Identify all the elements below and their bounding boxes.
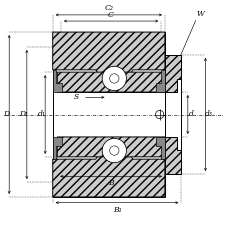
Polygon shape xyxy=(164,55,181,92)
Polygon shape xyxy=(52,70,62,92)
Text: S: S xyxy=(74,93,79,101)
Polygon shape xyxy=(52,141,164,197)
Polygon shape xyxy=(52,32,164,88)
Polygon shape xyxy=(52,137,62,159)
Polygon shape xyxy=(164,137,181,174)
Circle shape xyxy=(155,110,163,119)
Text: W: W xyxy=(195,10,203,18)
Text: B: B xyxy=(108,179,113,187)
Polygon shape xyxy=(155,137,165,159)
Text: B₁: B₁ xyxy=(112,206,121,214)
Text: d₁: d₁ xyxy=(38,111,46,118)
Text: d₃: d₃ xyxy=(204,111,212,118)
Polygon shape xyxy=(57,137,164,157)
Text: d: d xyxy=(188,111,193,118)
Text: C₂: C₂ xyxy=(104,4,113,12)
Polygon shape xyxy=(57,72,164,92)
Text: D₁: D₁ xyxy=(19,111,28,118)
Polygon shape xyxy=(155,70,165,92)
Circle shape xyxy=(102,66,126,91)
Text: D: D xyxy=(3,111,9,118)
Text: C: C xyxy=(108,11,114,19)
Circle shape xyxy=(102,138,126,163)
